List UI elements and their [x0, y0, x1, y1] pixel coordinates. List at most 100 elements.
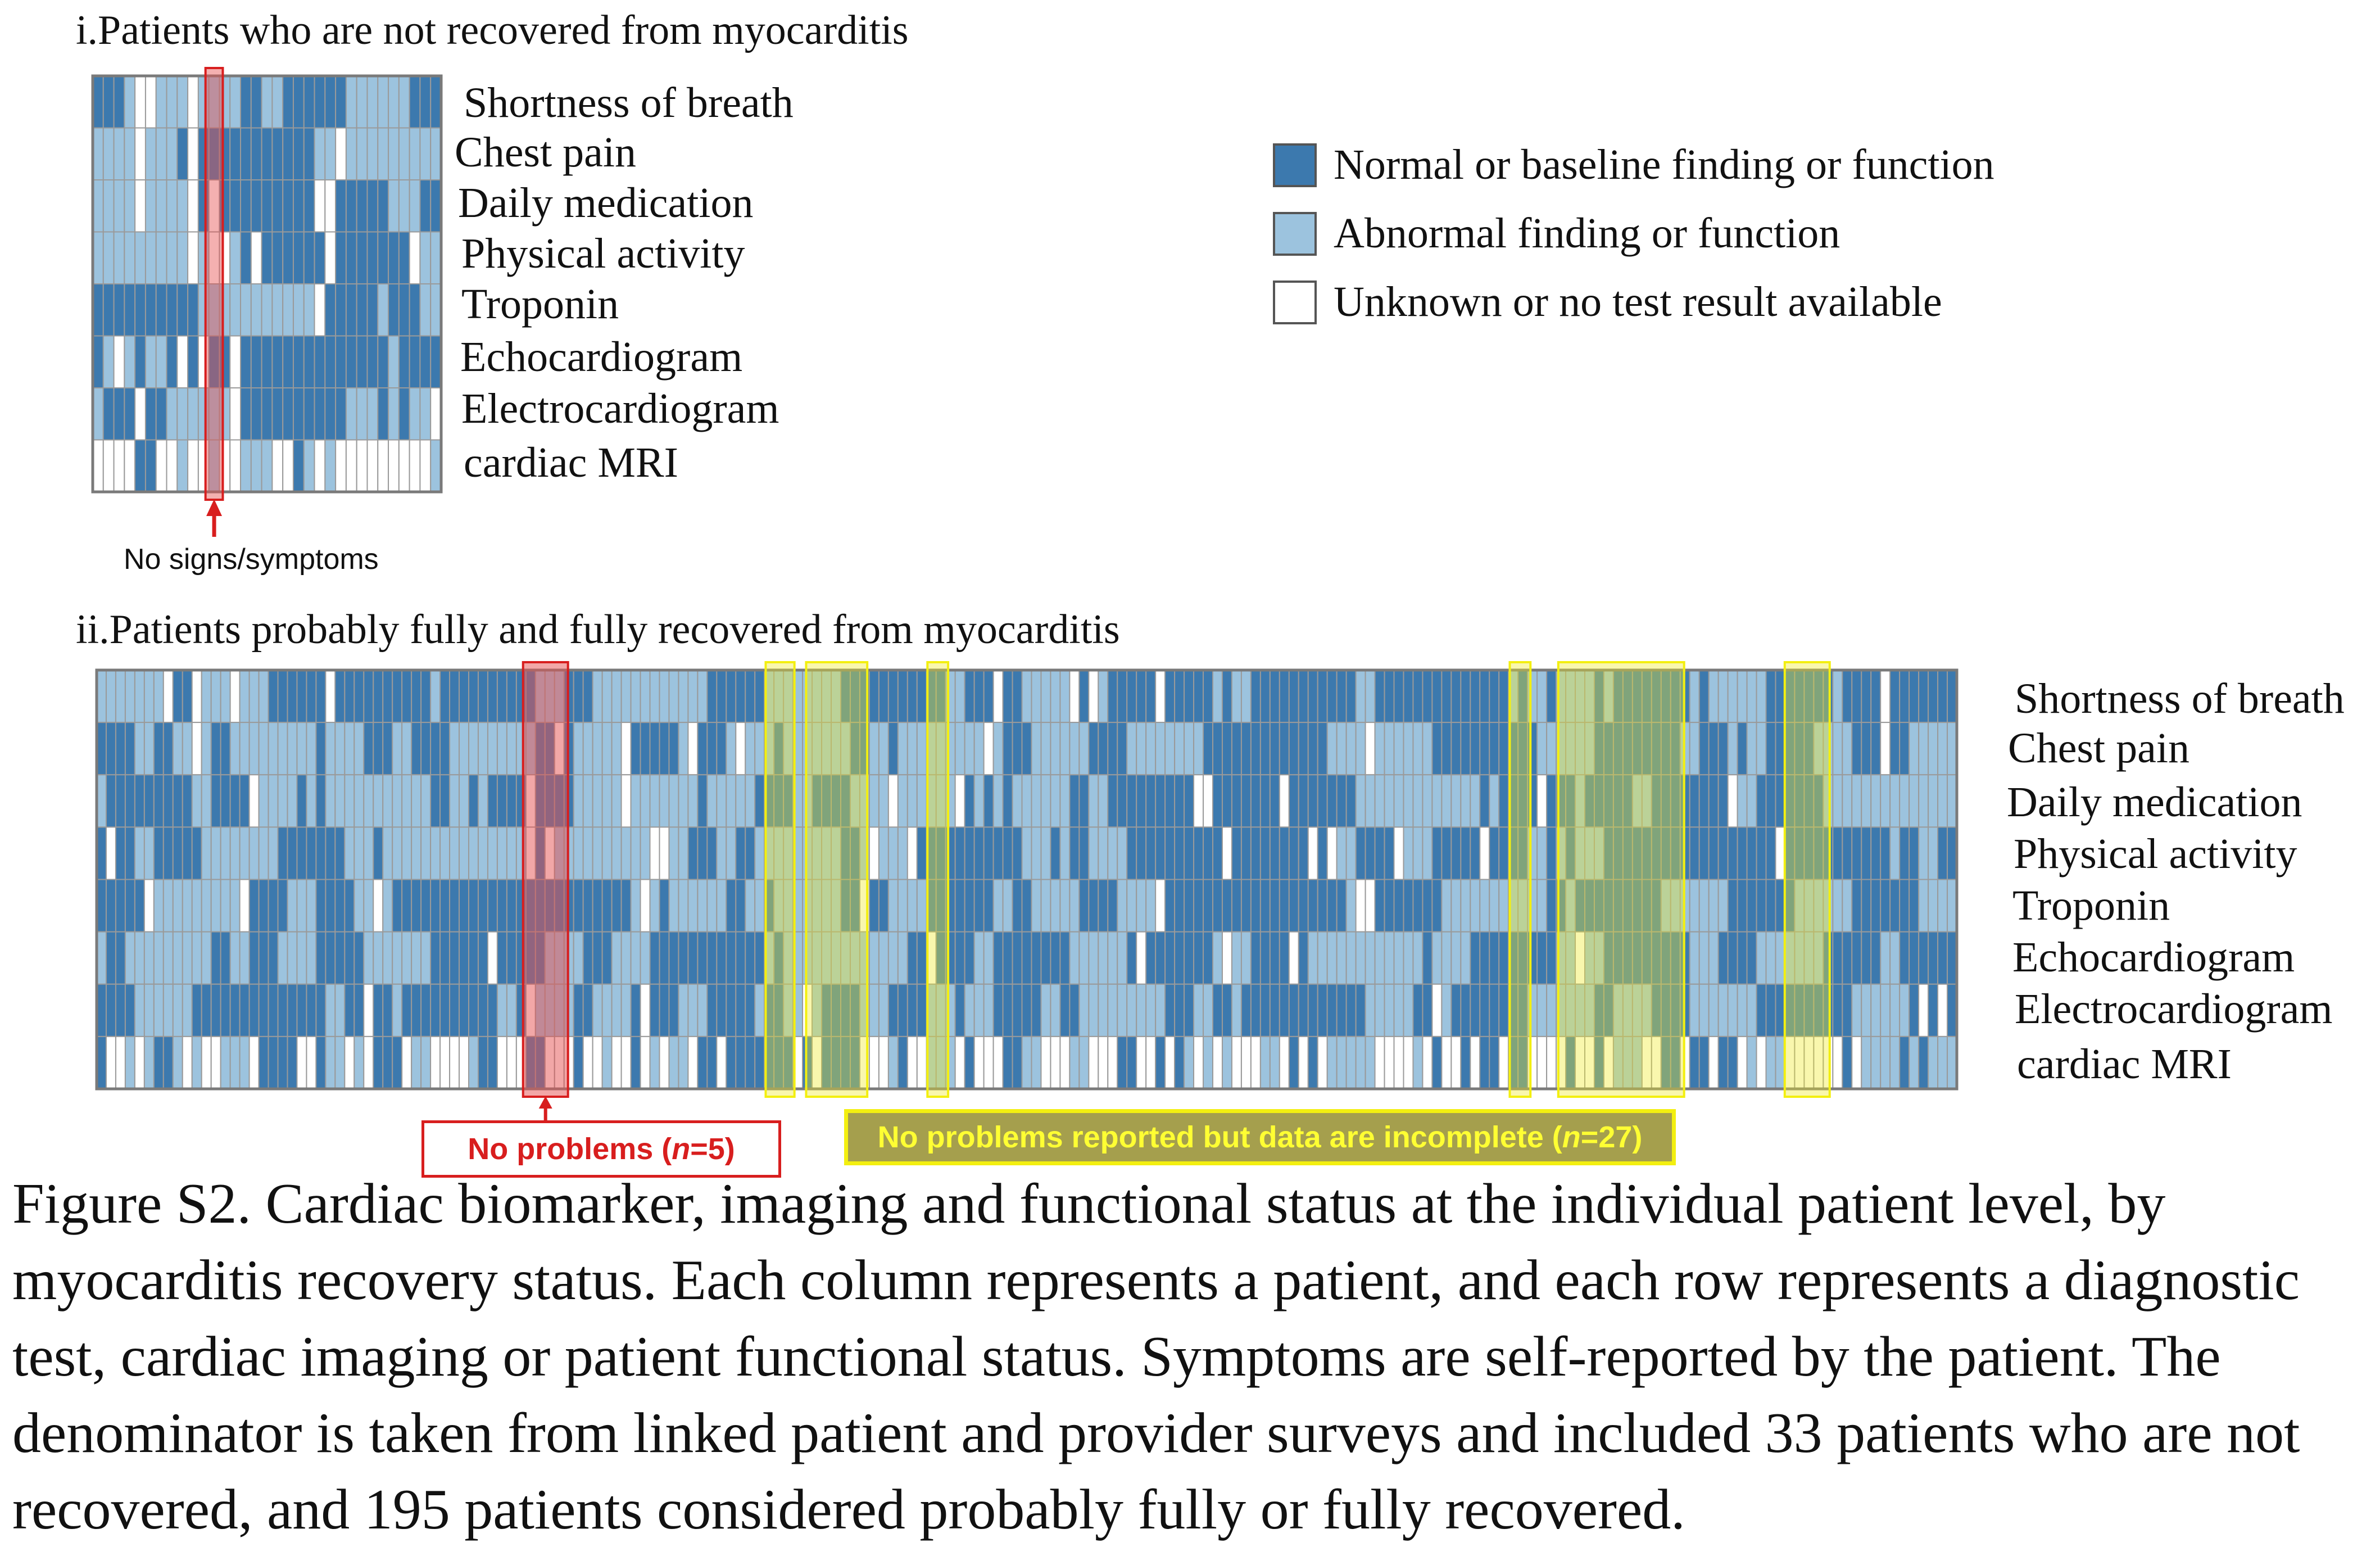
heatmap-cell — [716, 670, 727, 723]
heatmap-cell — [1536, 983, 1548, 1037]
heatmap-cell — [187, 335, 199, 388]
heatmap-cell — [1107, 826, 1118, 880]
heatmap-cell — [102, 283, 115, 337]
heatmap-cell — [916, 722, 927, 776]
heatmap-cell — [1851, 931, 1862, 985]
heatmap-cell — [868, 983, 880, 1037]
heatmap-cell — [261, 439, 273, 492]
heatmap-cell — [296, 879, 307, 933]
heatmap-cell — [573, 1035, 584, 1089]
heatmap-cell — [105, 1035, 116, 1089]
heatmap-cell — [1431, 879, 1443, 933]
heatmap-cell — [1536, 722, 1548, 776]
heatmap-cell — [1889, 826, 1901, 880]
heatmap-cell — [282, 75, 294, 129]
heatmap-cell — [1708, 826, 1719, 880]
heatmap-cell — [916, 879, 927, 933]
heatmap-cell — [1355, 722, 1366, 776]
heatmap-cell — [1184, 826, 1195, 880]
heatmap-cell — [315, 722, 327, 776]
heatmap-cell — [1889, 879, 1901, 933]
heatmap-cell — [382, 722, 393, 776]
heatmap-cell — [335, 283, 347, 337]
heatmap-cell — [287, 774, 298, 828]
heatmap-cell — [678, 879, 689, 933]
heatmap-cell — [143, 1035, 155, 1089]
heatmap-cell — [409, 231, 421, 284]
heatmap-cell — [303, 231, 315, 284]
heatmap-cell — [1184, 722, 1195, 776]
heatmap-cell — [916, 983, 927, 1037]
heatmap-cell — [1450, 931, 1462, 985]
heatmap-cell — [992, 670, 1004, 723]
heatmap-cell — [1851, 983, 1862, 1037]
heatmap-cell — [1479, 879, 1490, 933]
heatmap-cell — [1145, 931, 1157, 985]
heatmap-cell — [1031, 774, 1042, 828]
heatmap-cell — [878, 931, 889, 985]
heatmap-cell — [325, 826, 336, 880]
heatmap-cell — [191, 774, 202, 828]
heatmap-cell — [1203, 774, 1213, 828]
heatmap-cell — [1412, 774, 1424, 828]
heatmap-cell — [1098, 826, 1109, 880]
heatmap-cell — [1727, 983, 1738, 1037]
heatmap-cell — [592, 670, 603, 723]
heatmap-cell — [1288, 931, 1299, 985]
incomplete-data-label: No problems reported but data are incomp… — [844, 1109, 1676, 1165]
heatmap-cell — [906, 774, 918, 828]
heatmap-cell — [754, 983, 765, 1037]
heatmap-cell — [1889, 774, 1901, 828]
heatmap-cell — [1136, 983, 1147, 1037]
heatmap-cell — [1307, 1035, 1318, 1089]
heatmap-cell — [401, 722, 412, 776]
heatmap-cell — [92, 127, 104, 180]
heatmap-cell — [1040, 1035, 1051, 1089]
heatmap-cell — [649, 879, 660, 933]
heatmap-cell — [1384, 879, 1395, 933]
heatmap-cell — [124, 722, 135, 776]
heatmap-cell — [1727, 774, 1738, 828]
heatmap-cell — [468, 670, 479, 723]
heatmap-cell — [363, 722, 374, 776]
heatmap-cell — [1899, 670, 1910, 723]
heatmap-cell — [356, 439, 368, 492]
heatmap-cell — [1050, 774, 1061, 828]
heatmap-cell — [166, 179, 178, 233]
heatmap-cell — [134, 1035, 145, 1089]
heatmap-cell — [1717, 826, 1729, 880]
heatmap-cell — [1861, 722, 1872, 776]
heatmap-cell — [439, 774, 451, 828]
heatmap-cell — [335, 179, 347, 233]
heatmap-cell — [187, 283, 199, 337]
heatmap-cell — [868, 722, 880, 776]
heatmap-cell — [191, 1035, 202, 1089]
heatmap-cell — [1002, 931, 1013, 985]
heatmap-cell — [153, 879, 164, 933]
heatmap-cell — [153, 826, 164, 880]
heatmap-cell — [210, 983, 221, 1037]
heatmap-cell — [1240, 983, 1252, 1037]
heatmap-cell — [468, 931, 479, 985]
heatmap-cell — [1947, 722, 1957, 776]
heatmap-cell — [973, 670, 985, 723]
heatmap-cell — [1250, 983, 1261, 1037]
label-suffix: =27) — [1580, 1120, 1643, 1154]
heatmap-cell — [1078, 826, 1090, 880]
heatmap-cell — [366, 439, 379, 492]
heatmap-cell — [176, 439, 189, 492]
heatmap-cell — [420, 1035, 432, 1089]
heatmap-cell — [240, 335, 252, 388]
heatmap-cell — [1059, 931, 1071, 985]
heatmap-cell — [668, 983, 679, 1037]
heatmap-cell — [1412, 879, 1424, 933]
heatmap-cell — [1107, 931, 1118, 985]
heatmap-cell — [1727, 826, 1738, 880]
heatmap-cell — [1880, 774, 1891, 828]
heatmap-cell — [1269, 774, 1280, 828]
heatmap-cell — [687, 879, 699, 933]
heatmap-cell — [1298, 670, 1309, 723]
heatmap-cell — [1412, 670, 1424, 723]
heatmap-cell — [964, 670, 975, 723]
heatmap-cell — [1269, 1035, 1280, 1089]
